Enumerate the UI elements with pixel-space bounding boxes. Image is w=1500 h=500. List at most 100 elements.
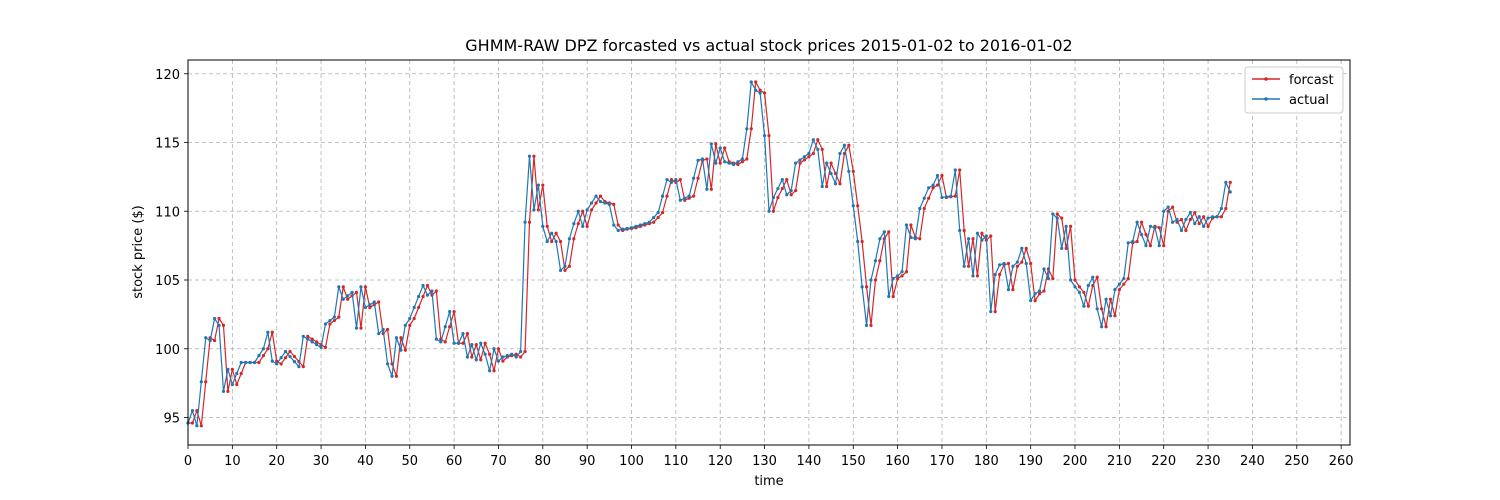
forcast-point <box>496 347 501 351</box>
x-tick-label: 110 <box>663 454 688 469</box>
actual-point <box>931 183 935 187</box>
actual-point <box>208 338 212 343</box>
actual-point <box>217 323 221 327</box>
x-tick-label: 10 <box>224 454 241 469</box>
forcast-point <box>922 206 926 211</box>
forcast-point <box>590 208 594 212</box>
forcast-point <box>576 222 580 226</box>
forcast-point <box>758 88 762 92</box>
x-tick-label: 230 <box>1196 454 1221 469</box>
actual-point <box>1100 325 1104 329</box>
actual-point <box>1210 215 1215 219</box>
forcast-point <box>1006 261 1011 266</box>
actual-point <box>1073 285 1077 289</box>
actual-point <box>683 196 687 200</box>
forcast-point <box>514 352 518 356</box>
forcast-point <box>368 305 372 310</box>
actual-point <box>975 231 980 235</box>
forcast-point <box>239 371 243 376</box>
actual-point <box>1011 264 1015 268</box>
actual-point <box>1117 282 1121 286</box>
actual-point <box>1091 275 1095 279</box>
legend-actual-label: actual <box>1289 93 1329 108</box>
x-tick-label: 200 <box>1063 454 1088 469</box>
forcast-point <box>283 356 288 360</box>
actual-point <box>572 222 576 226</box>
actual-point <box>377 332 381 336</box>
actual-point <box>700 157 705 161</box>
forcast-point <box>479 358 483 362</box>
actual-point <box>745 127 749 131</box>
forcast-point <box>776 195 780 200</box>
x-tick-label: 150 <box>841 454 866 469</box>
forcast-point <box>692 194 696 198</box>
forcast-point <box>931 186 935 190</box>
forcast-point <box>1171 205 1175 209</box>
forcast-point <box>492 369 496 373</box>
actual-point <box>1162 209 1166 213</box>
actual-point <box>1139 233 1144 237</box>
actual-point <box>1006 288 1011 292</box>
forcast-point <box>718 161 722 165</box>
x-tick-label: 160 <box>885 454 910 469</box>
forcast-point <box>918 237 922 241</box>
actual-point <box>829 171 833 176</box>
actual-point <box>350 290 354 294</box>
actual-point <box>1206 216 1210 220</box>
actual-point <box>1122 277 1126 281</box>
actual-point <box>479 341 483 345</box>
actual-point <box>1224 180 1228 184</box>
actual-point <box>998 263 1002 267</box>
forcast-point <box>660 211 665 215</box>
forcast-point <box>408 323 412 327</box>
actual-point <box>860 285 864 289</box>
actual-point <box>354 326 359 330</box>
actual-point <box>412 305 416 310</box>
forcast-point <box>412 316 416 321</box>
actual-point <box>394 336 399 340</box>
forcast-point <box>851 169 855 173</box>
actual-point <box>816 147 820 151</box>
actual-point <box>1171 220 1175 224</box>
forcast-point <box>363 285 367 289</box>
forcast-point <box>656 215 660 220</box>
actual-point <box>962 264 966 268</box>
actual-point <box>856 239 860 244</box>
forcast-point <box>1051 277 1055 281</box>
forcast-point <box>904 270 909 274</box>
forcast-point <box>1228 180 1232 184</box>
forcast-point <box>745 157 749 161</box>
actual-point <box>696 158 700 162</box>
actual-point <box>731 162 736 167</box>
x-tick-label: 130 <box>752 454 777 469</box>
forcast-point <box>789 193 793 197</box>
forcast-point <box>417 305 421 310</box>
actual-point <box>332 315 336 319</box>
actual-point <box>483 352 487 356</box>
x-tick-label: 80 <box>535 454 552 469</box>
actual-point <box>288 354 292 359</box>
actual-point <box>692 176 696 180</box>
forcast-point <box>461 341 465 345</box>
forcast-point <box>1202 215 1206 219</box>
actual-point <box>1126 241 1130 245</box>
forcast-point <box>798 161 802 165</box>
actual-point <box>687 194 691 198</box>
actual-point <box>612 223 616 227</box>
forcast-point <box>714 142 718 146</box>
actual-point <box>922 196 926 200</box>
forcast-point <box>900 274 904 278</box>
forcast-point <box>501 359 505 363</box>
actual-point <box>346 294 350 298</box>
forcast-point <box>337 315 341 319</box>
actual-point <box>900 270 904 274</box>
actual-point <box>190 409 195 413</box>
actual-point <box>248 360 252 365</box>
actual-point <box>780 178 784 182</box>
plot-frame <box>187 59 1351 446</box>
forcast-point <box>665 194 669 198</box>
actual-point <box>328 318 332 323</box>
actual-point <box>878 237 882 241</box>
legend-forcast-label: forcast <box>1289 73 1334 88</box>
actual-point <box>519 349 523 354</box>
